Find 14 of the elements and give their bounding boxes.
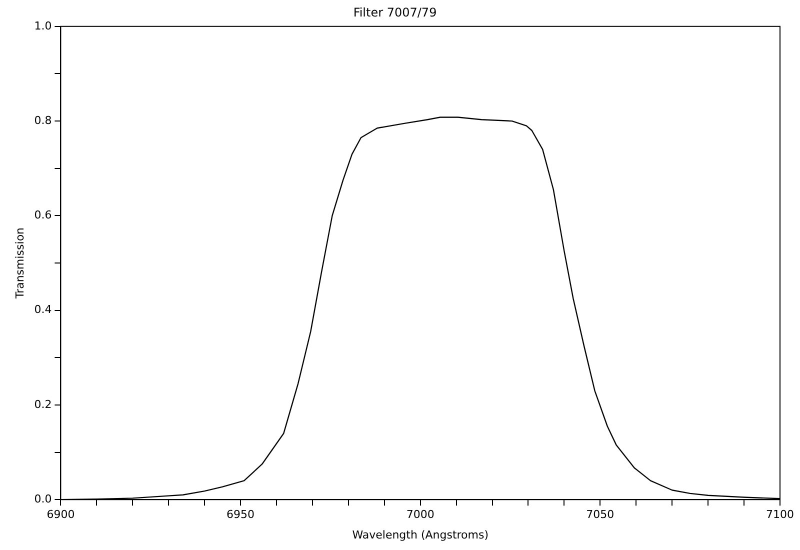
x-tick-label: 7000 (406, 508, 434, 522)
y-tick-label: 0.8 (34, 114, 52, 127)
x-tick-label: 6900 (46, 508, 75, 522)
x-tick-label: 6950 (226, 508, 255, 522)
x-tick-label: 7100 (766, 508, 794, 522)
x-tick-label: 7050 (586, 508, 614, 522)
y-axis-title: Transmission (13, 227, 26, 300)
y-tick-label: 0.0 (34, 492, 52, 506)
y-tick-label: 0.6 (34, 208, 52, 222)
y-tick-label: 1.0 (34, 19, 52, 32)
chart-title: Filter 7007/79 (353, 5, 437, 20)
y-tick-label: 0.4 (34, 303, 52, 316)
x-axis-title: Wavelength (Angstroms) (352, 528, 489, 542)
y-tick-label: 0.2 (34, 398, 52, 411)
